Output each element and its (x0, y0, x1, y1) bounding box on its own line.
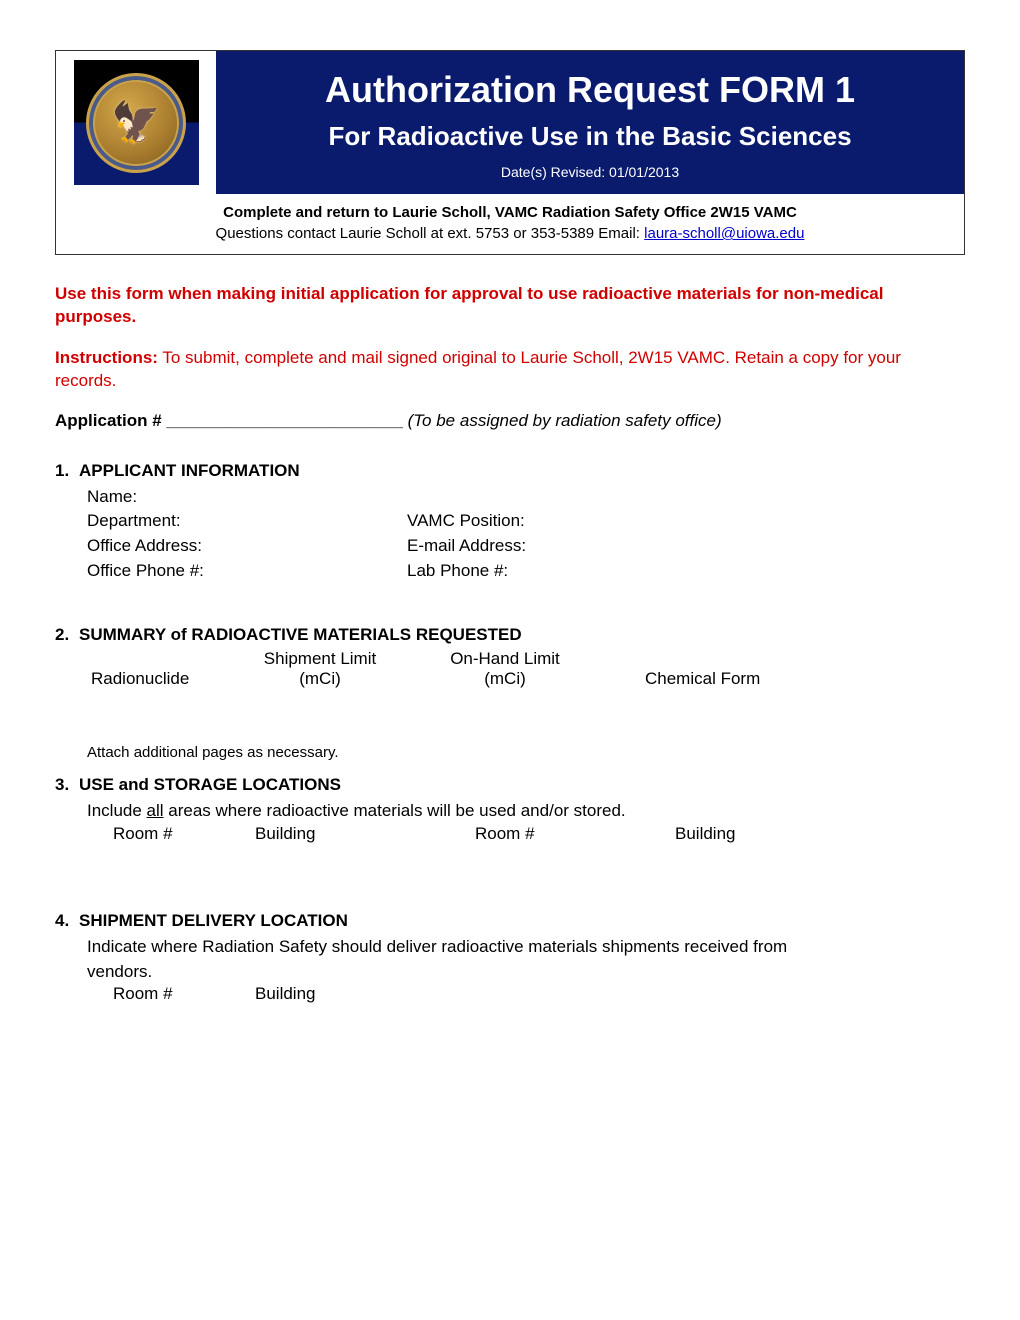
contact-email-link[interactable]: laura-scholl@uiowa.edu (644, 225, 804, 242)
col-chemical-form: Chemical Form (645, 669, 760, 688)
section-2-head: 2.SUMMARY of RADIOACTIVE MATERIALS REQUE… (55, 625, 965, 645)
section-3-body: Include all areas where radioactive mate… (55, 799, 965, 824)
section-1-body: Name: Department: VAMC Position: Office … (55, 485, 965, 584)
field-office-phone: Office Phone #: (87, 559, 407, 584)
header-contact: Complete and return to Laurie Scholl, VA… (56, 194, 964, 254)
seal-background: 🦅 (74, 60, 199, 185)
field-lab-phone: Lab Phone #: (407, 559, 965, 584)
form-subtitle: For Radioactive Use in the Basic Science… (224, 121, 956, 152)
section-1-head: 1.APPLICANT INFORMATION (55, 461, 965, 481)
instructions-text: Instructions: To submit, complete and ma… (55, 347, 965, 393)
application-number-line: Application # _________________________ … (55, 411, 965, 431)
banner: Authorization Request FORM 1 For Radioac… (216, 51, 964, 194)
col-radionuclide: Radionuclide (91, 669, 189, 688)
section-4-body: Indicate where Radiation Safety should d… (55, 935, 965, 984)
eagle-icon: 🦅 (111, 99, 161, 146)
field-email: E-mail Address: (407, 534, 965, 559)
col-onhand-l1: On-Hand Limit (450, 649, 560, 668)
contact-line: Questions contact Laurie Scholl at ext. … (68, 223, 952, 244)
header-top: 🦅 Authorization Request FORM 1 For Radio… (56, 51, 964, 194)
section-2-note: Attach additional pages as necessary. (55, 744, 965, 761)
seal-cell: 🦅 (56, 51, 216, 194)
purpose-text: Use this form when making initial applic… (55, 283, 965, 329)
section-4-columns: Room # Building (55, 984, 965, 1004)
field-department: Department: (87, 509, 407, 534)
section-4-head: 4.SHIPMENT DELIVERY LOCATION (55, 911, 965, 931)
form-title: Authorization Request FORM 1 (224, 69, 956, 111)
col-room-delivery: Room # (55, 984, 255, 1004)
header-box: 🦅 Authorization Request FORM 1 For Radio… (55, 50, 965, 255)
col-building-delivery: Building (255, 984, 475, 1004)
col-shipment-l1: Shipment Limit (264, 649, 376, 668)
section-3-instruction: Include all areas where radioactive mate… (87, 799, 965, 824)
col-room-2: Room # (475, 824, 675, 844)
return-instruction: Complete and return to Laurie Scholl, VA… (68, 202, 952, 223)
field-name: Name: (87, 485, 965, 510)
revised-date: Date(s) Revised: 01/01/2013 (224, 164, 956, 180)
section-2-columns: Radionuclide Shipment Limit(mCi) On-Hand… (55, 649, 965, 689)
section-4-instruction: Indicate where Radiation Safety should d… (87, 935, 847, 984)
field-office-address: Office Address: (87, 534, 407, 559)
section-3-columns: Room # Building Room # Building (55, 824, 965, 844)
section-3-head: 3.USE and STORAGE LOCATIONS (55, 775, 965, 795)
col-onhand-l2: (mCi) (484, 669, 526, 688)
col-building-1: Building (255, 824, 475, 844)
field-vamc-position: VAMC Position: (407, 509, 965, 534)
col-shipment-l2: (mCi) (299, 669, 341, 688)
seal-icon: 🦅 (86, 73, 186, 173)
col-building-2: Building (675, 824, 965, 844)
col-room-1: Room # (55, 824, 255, 844)
